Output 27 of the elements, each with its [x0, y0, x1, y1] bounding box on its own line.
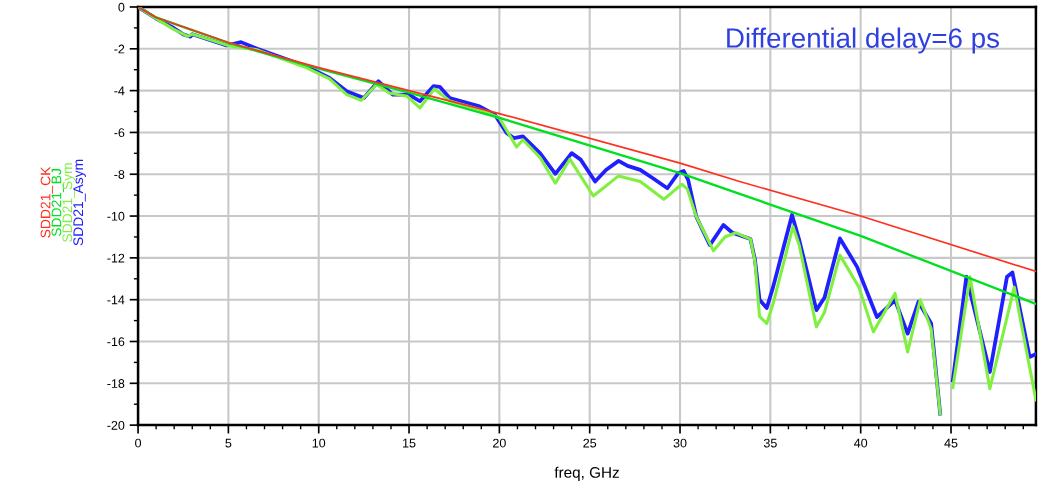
x-tick-label: 40	[854, 438, 868, 448]
text: SDD21_CK	[40, 166, 54, 238]
y-tick-label: -4	[114, 86, 125, 96]
y-tick-label: -20	[107, 420, 125, 430]
y-tick-label: -2	[114, 44, 125, 54]
x-axis-title: freq, GHz	[554, 466, 619, 481]
y-tick-label: 0	[118, 2, 125, 12]
text: SDD21_Asym	[73, 159, 86, 246]
y-tick-label: -16	[107, 337, 125, 347]
x-tick-label: 5	[225, 438, 232, 448]
x-tick-label: 45	[944, 438, 958, 448]
text: SDD21_Sym	[62, 163, 75, 242]
y-tick-label: -10	[107, 211, 125, 221]
y-tick-label: -18	[107, 379, 125, 388]
x-tick-label: 20	[493, 438, 506, 448]
x-tick-label: 10	[312, 438, 326, 448]
x-tick-label: 30	[673, 438, 687, 448]
x-tick-label: 35	[763, 438, 777, 448]
x-tick-label: 0	[135, 438, 142, 448]
y-tick-label: -14	[107, 295, 125, 305]
y-tick-label: -6	[114, 128, 125, 138]
y-tick-label: -8	[114, 170, 125, 179]
x-tick-label: 25	[583, 438, 597, 448]
x-tick-label: 15	[403, 438, 416, 448]
annotation: Differential delay=6 ps	[727, 27, 1000, 54]
y-tick-label: -12	[107, 253, 125, 263]
text: SDD21_BJ	[51, 169, 64, 237]
